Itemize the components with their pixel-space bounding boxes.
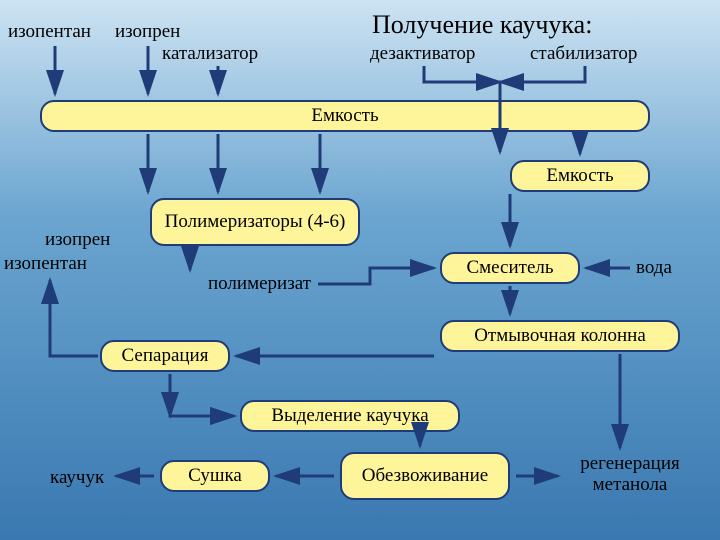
diagram-title: Получение каучука: bbox=[372, 10, 592, 40]
box-separation: Сепарация bbox=[100, 340, 230, 372]
label-isoprene: изопрен bbox=[115, 22, 180, 43]
label-rubber: каучук bbox=[50, 468, 104, 489]
label-water: вода bbox=[636, 258, 672, 279]
label-polymerizat: полимеризат bbox=[208, 274, 311, 295]
label-stabilizer: стабилизатор bbox=[530, 44, 637, 65]
label-methanol: регенерация метанола bbox=[565, 454, 695, 496]
box-mixer: Смеситель bbox=[440, 252, 580, 284]
label-deactivator: дезактиватор bbox=[370, 44, 475, 65]
box-wash: Отмывочная колонна bbox=[440, 320, 680, 352]
label-isopentane2: изопентан bbox=[4, 254, 87, 275]
box-drying: Сушка bbox=[160, 460, 270, 492]
box-capacity1: Емкость bbox=[40, 100, 650, 132]
box-dewatering: Обезвоживание bbox=[340, 452, 510, 500]
box-capacity2: Емкость bbox=[510, 160, 650, 192]
label-catalyst: катализатор bbox=[162, 44, 258, 65]
label-isopentane: изопентан bbox=[8, 22, 91, 43]
box-polymerizers: Полимеризаторы (4-6) bbox=[150, 198, 360, 246]
label-isoprene2: изопрен bbox=[45, 230, 110, 251]
box-extraction: Выделение каучука bbox=[240, 400, 460, 432]
